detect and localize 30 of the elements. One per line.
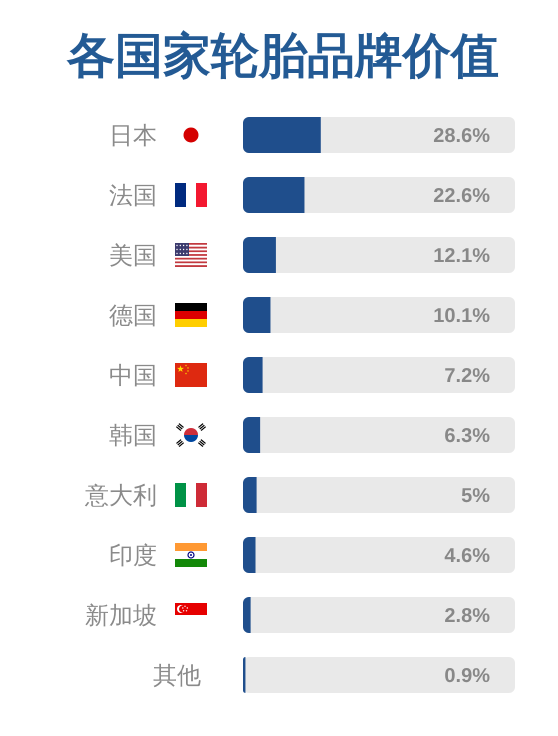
y-tick-label: 中国 [109,362,157,390]
data-label: 0.9% [444,665,490,687]
data-label: 12.1% [433,245,490,267]
bar [243,477,257,513]
y-tick-label: 日本 [109,122,157,150]
data-label: 4.6% [444,545,490,567]
chart-title: 各国家轮胎品牌价值 [66,30,499,83]
bar [243,237,276,273]
data-label: 7.2% [444,365,490,387]
y-tick-label: 法国 [109,182,157,210]
bar [243,357,263,393]
bar [243,117,321,153]
data-label: 28.6% [433,125,490,147]
bar [243,297,270,333]
y-tick-label: 印度 [109,542,157,570]
data-label: 22.6% [433,185,490,207]
y-tick-label: 其他 [153,662,201,690]
bar [243,417,260,453]
y-tick-label: 美国 [109,242,157,270]
data-label: 6.3% [444,425,490,447]
y-tick-label: 韩国 [109,422,157,450]
y-tick-label: 德国 [109,302,157,330]
bar [243,537,256,573]
data-label: 2.8% [444,605,490,627]
data-label: 5% [461,485,490,507]
y-tick-label: 意大利 [84,482,157,510]
y-tick-label: 新加坡 [85,602,157,630]
bar [243,177,304,213]
bar [243,597,251,633]
data-label: 10.1% [433,305,490,327]
